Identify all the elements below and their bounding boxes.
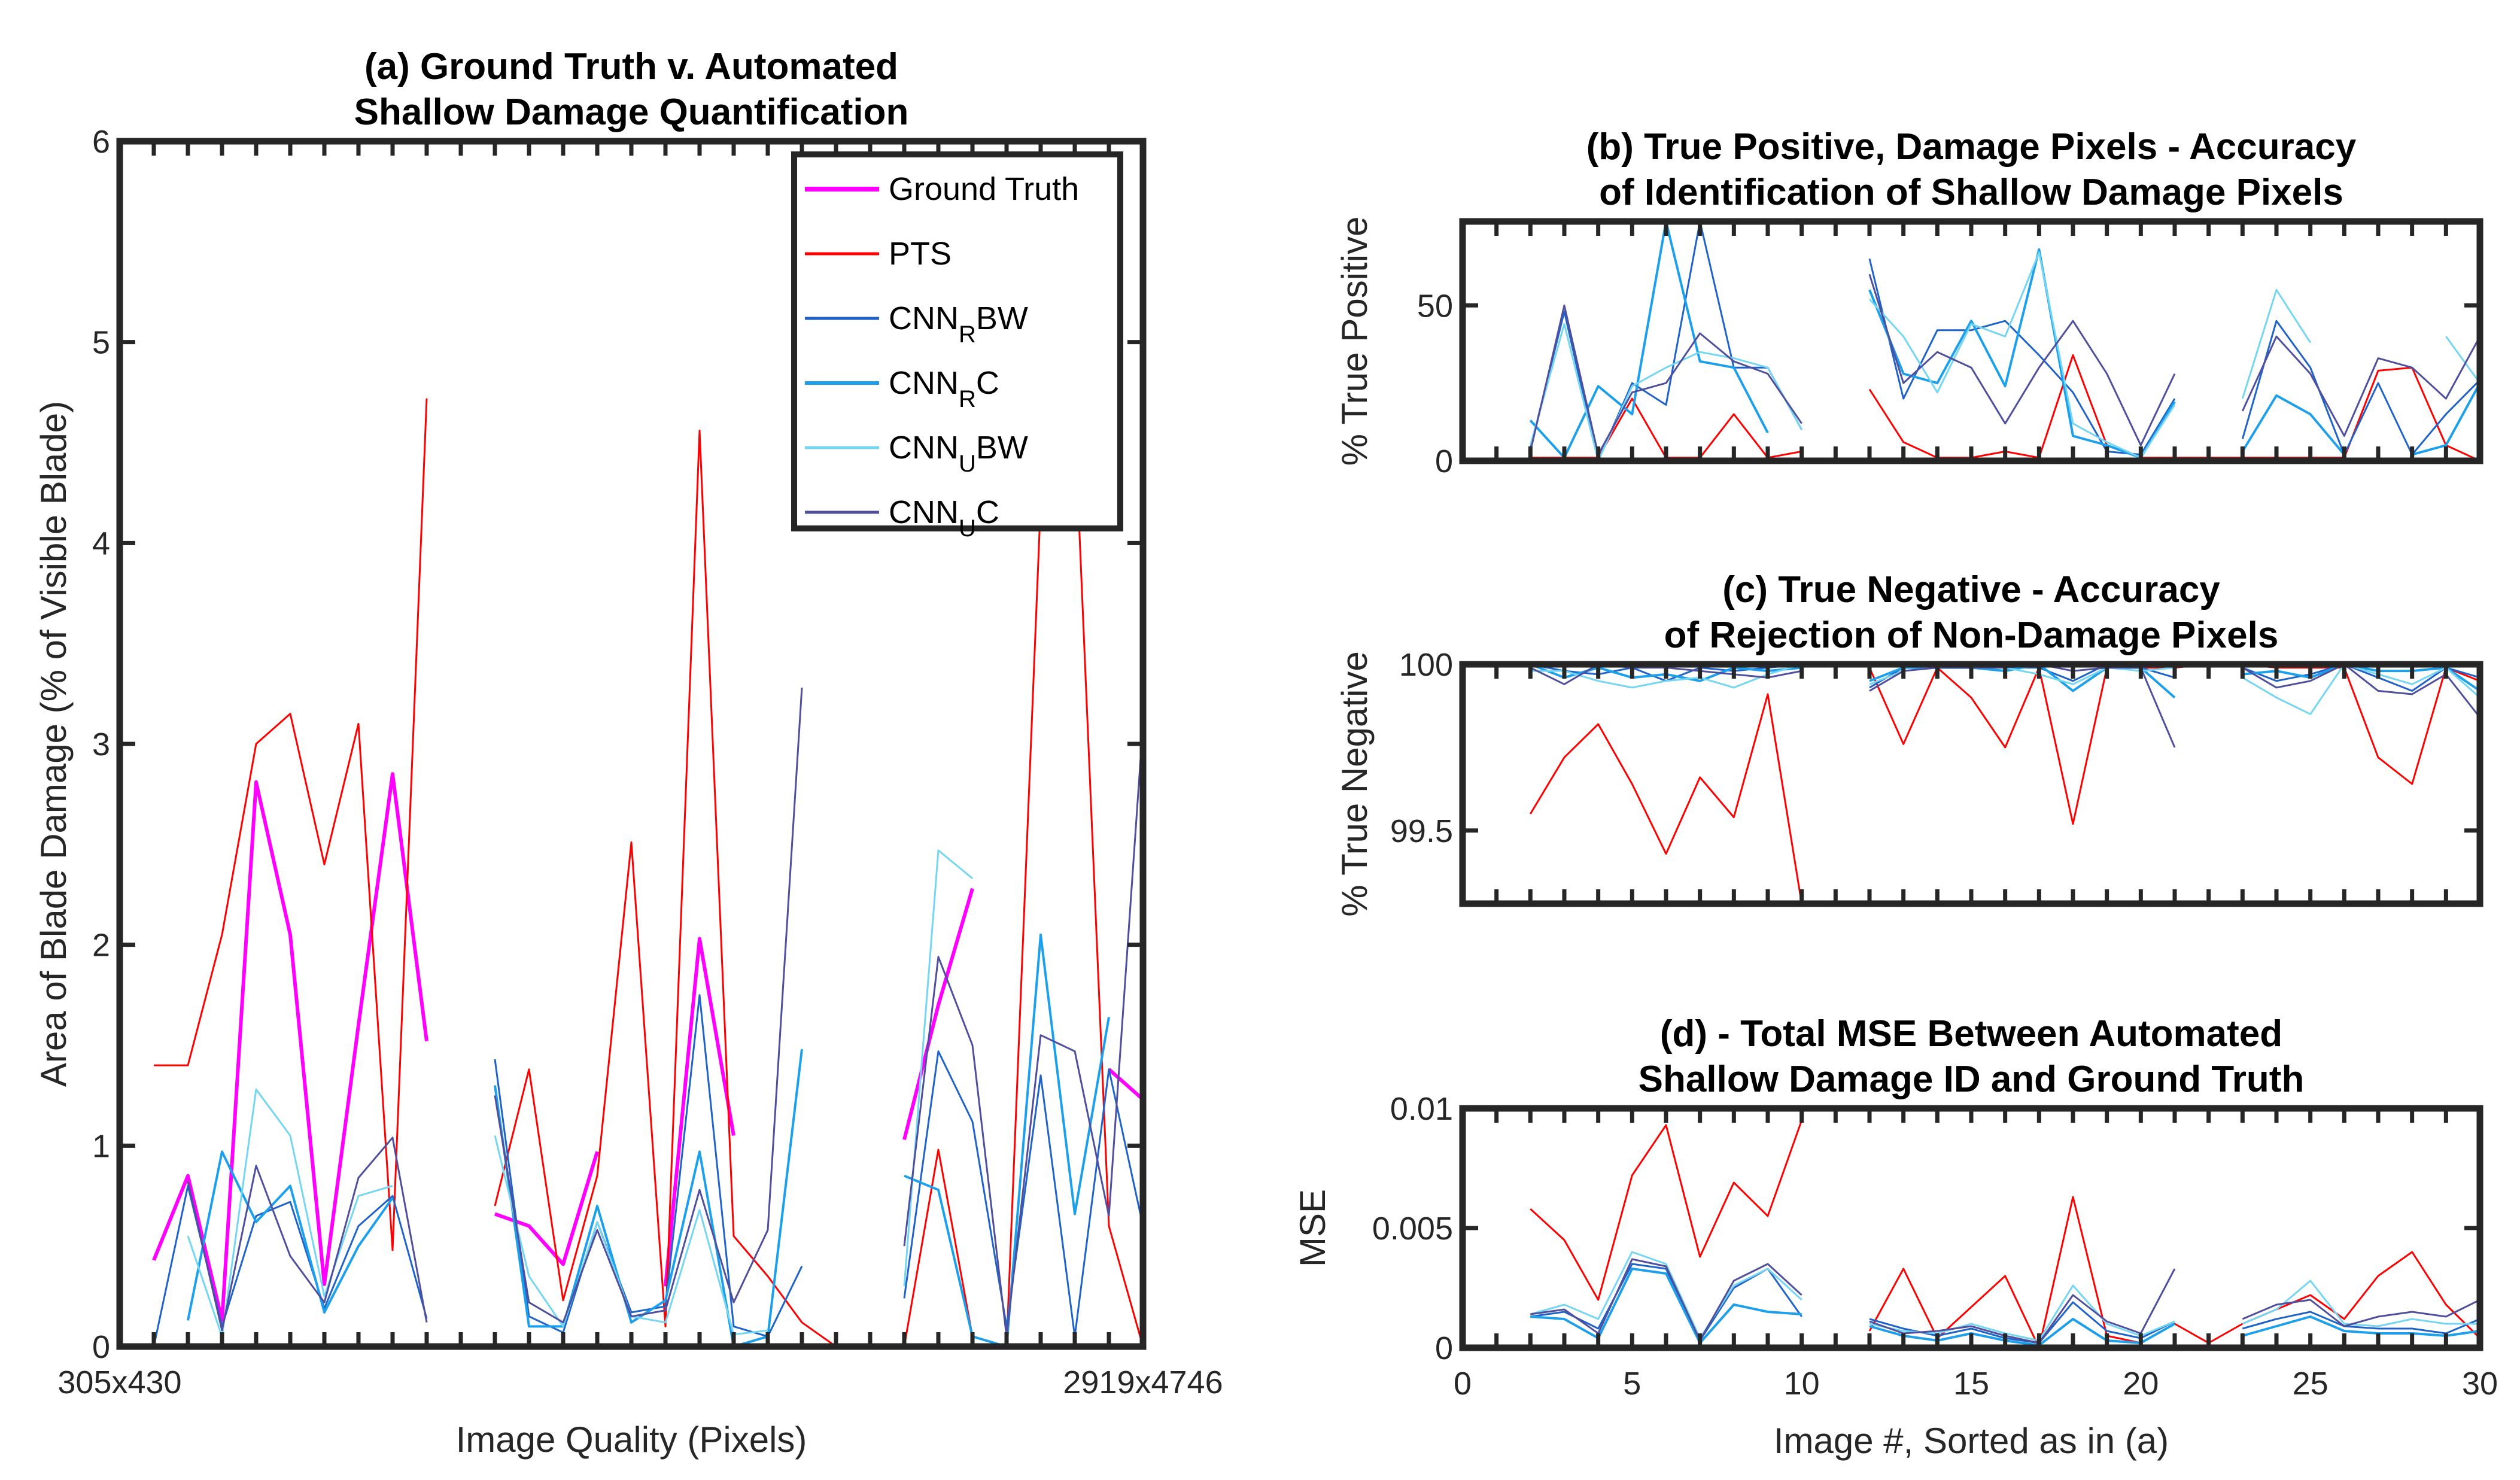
- x-axis-label: Image Quality (Pixels): [456, 1420, 807, 1460]
- panel-b: 0 50 (b) True Positive, Damage Pixels - Ac…: [1335, 126, 2483, 479]
- y-tick-label: 0: [92, 1329, 110, 1365]
- legend-box: [791, 151, 1123, 531]
- panel-c: 99.5 100 (c) True Negative - Accuracy of Re…: [1335, 569, 2483, 917]
- chart-title-line-2: of Rejection of Non-Damage Pixels: [1664, 615, 2279, 656]
- series-line-4: [1530, 1258, 2480, 1344]
- x-tick-label: 10: [1784, 1366, 1820, 1402]
- series-group: [152, 398, 1143, 1347]
- y-tick-label: 4: [92, 525, 110, 561]
- legend-entry-suffix: C: [976, 494, 999, 530]
- series-line-3: [1529, 251, 2480, 461]
- x-tick-label: 15: [1953, 1366, 1989, 1402]
- y-tick-label: 0.01: [1390, 1091, 1453, 1127]
- legend-entry-main: CNN: [889, 300, 959, 336]
- series-line-0: [1530, 664, 2480, 904]
- series-group: [1530, 664, 2480, 904]
- legend-entry-suffix: C: [976, 365, 999, 401]
- chart-title-line-2: Shallow Damage ID and Ground Truth: [1639, 1059, 2305, 1100]
- legend-entry: CNNUBW: [889, 430, 1028, 477]
- y-axis-label: MSE: [1293, 1189, 1333, 1267]
- y-axis-label: % True Negative: [1335, 651, 1375, 917]
- chart-title-line-2: of Identification of Shallow Damage Pixe…: [1599, 172, 2343, 213]
- panel-d: 0 0.005 0.01 0 5 10 15 20 25 30 (d) - Total MSE Be…: [1293, 1013, 2498, 1461]
- y-tick-label: 6: [92, 124, 110, 160]
- chart-title-line-1: (b) True Positive, Damage Pixels - Accur…: [1586, 126, 2357, 168]
- legend-entry-subscript: U: [959, 515, 976, 542]
- y-axis-label: % True Positive: [1335, 217, 1375, 466]
- y-tick-label: 2: [92, 928, 110, 964]
- series-group: [1530, 1120, 2480, 1348]
- legend-entry-main: CNN: [889, 494, 959, 530]
- x-tick-label: 20: [2123, 1366, 2159, 1402]
- x-tick-label: 30: [2462, 1366, 2498, 1402]
- chart-title-line-2: Shallow Damage Quantification: [354, 92, 909, 133]
- series-line-1: [154, 398, 1143, 1347]
- legend-entry-subscript: R: [959, 386, 976, 412]
- series-line-2: [1530, 1268, 2480, 1347]
- legend-entry: CNNUC: [889, 494, 999, 542]
- x-axis-label: Image #, Sorted as in (a): [1774, 1421, 2169, 1461]
- y-tick-label: 50: [1417, 288, 1453, 324]
- y-tick-label: 0: [1435, 443, 1453, 479]
- legend-entry-subscript: U: [959, 451, 976, 477]
- legend-entry-main: PTS: [889, 236, 952, 272]
- legend-entry-main: CNN: [889, 430, 959, 466]
- panel-a: 0 1 2 3 4 5 6 305x430 2919x4746 (a) Ground Truth …: [34, 46, 1223, 1460]
- axes-box: [1459, 661, 2483, 907]
- y-tick-label: 5: [92, 325, 110, 361]
- y-tick-label: 0: [1435, 1330, 1453, 1366]
- chart-title-line-1: (d) - Total MSE Between Automated: [1660, 1013, 2282, 1054]
- y-tick-label: 3: [92, 727, 110, 762]
- axes-box: [1459, 1105, 2483, 1351]
- legend-entry: Ground Truth: [889, 171, 1079, 207]
- series-line-5: [187, 687, 1143, 1338]
- x-tick-label: 305x430: [57, 1364, 181, 1400]
- series-line-4: [1529, 273, 2480, 456]
- legend-entry-subscript: R: [959, 321, 976, 348]
- y-axis-label: Area of Blade Damage (% of Visible Blade…: [34, 401, 74, 1087]
- legend-entry: PTS: [889, 236, 952, 272]
- series-line-0: [152, 772, 1143, 1323]
- chart-title-line-1: (c) True Negative - Accuracy: [1722, 569, 2220, 610]
- series-line-0: [1530, 1120, 2480, 1348]
- series-group: [1529, 221, 2480, 461]
- x-tick-label: 0: [1454, 1366, 1472, 1402]
- legend-entry-main: CNN: [889, 365, 959, 401]
- x-tick-label: 2919x4746: [1063, 1364, 1223, 1400]
- y-tick-label: 0.005: [1372, 1211, 1453, 1247]
- legend-entry-suffix: BW: [976, 430, 1028, 466]
- legend-entry-main: Ground Truth: [889, 171, 1079, 207]
- legend-entry-suffix: BW: [976, 300, 1028, 336]
- y-tick-label: 99.5: [1390, 813, 1453, 849]
- x-tick-label: 5: [1623, 1366, 1641, 1402]
- series-line-2: [1529, 221, 2480, 459]
- legend-entry: CNNRC: [889, 365, 999, 412]
- y-tick-label: 100: [1399, 647, 1453, 683]
- series-line-3: [187, 933, 1110, 1347]
- chart-title-line-1: (a) Ground Truth v. Automated: [364, 46, 898, 87]
- y-tick-label: 1: [92, 1128, 110, 1164]
- x-tick-label: 25: [2293, 1366, 2329, 1402]
- legend-entry: CNNRBW: [889, 300, 1028, 348]
